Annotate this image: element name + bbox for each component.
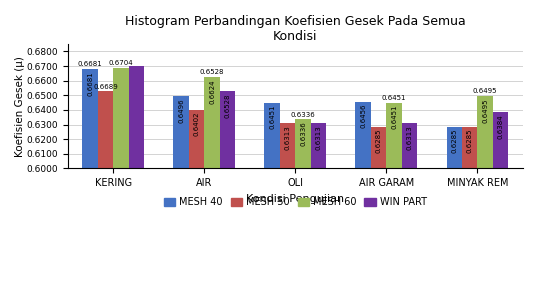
Text: 0.6624: 0.6624 (209, 79, 215, 104)
Text: 0.6451: 0.6451 (391, 105, 397, 129)
Bar (220, 91, 235, 168)
Text: 0.6313: 0.6313 (316, 125, 322, 150)
Bar (447, 127, 462, 168)
Text: 0.6313: 0.6313 (407, 125, 413, 150)
Text: 0.6285: 0.6285 (376, 129, 381, 153)
Text: 0.6681: 0.6681 (87, 71, 93, 96)
Bar (204, 77, 220, 168)
Text: 0.6313: 0.6313 (285, 125, 291, 150)
Bar (264, 103, 280, 168)
Text: 0.6689: 0.6689 (93, 83, 118, 90)
Y-axis label: Koefisien Gesek (μ): Koefisien Gesek (μ) (15, 56, 25, 157)
Text: 0.6451: 0.6451 (382, 95, 406, 101)
Bar (311, 123, 327, 168)
Bar (386, 103, 402, 168)
Text: 0.6285: 0.6285 (451, 129, 457, 153)
Bar (280, 123, 295, 168)
Bar (82, 69, 98, 168)
Text: 0.6495: 0.6495 (473, 88, 498, 94)
Text: 0.6528: 0.6528 (200, 69, 224, 76)
Text: 0.6285: 0.6285 (467, 129, 473, 153)
Text: 0.6336: 0.6336 (291, 111, 315, 118)
Text: 0.6495: 0.6495 (482, 98, 488, 123)
Text: 0.6456: 0.6456 (360, 104, 366, 128)
Bar (462, 127, 477, 168)
Bar (98, 91, 114, 168)
Bar (477, 96, 493, 168)
Bar (129, 66, 144, 168)
Bar (114, 68, 129, 168)
Title: Histogram Perbandingan Koefisien Gesek Pada Semua
Kondisi: Histogram Perbandingan Koefisien Gesek P… (125, 15, 466, 43)
Bar (371, 127, 386, 168)
Bar (189, 110, 204, 168)
Text: 0.6681: 0.6681 (77, 61, 102, 67)
Bar (356, 102, 371, 168)
Legend: MESH 40, MESH 50, MESH 60, WIN PART: MESH 40, MESH 50, MESH 60, WIN PART (160, 193, 431, 211)
X-axis label: Kondisi Pengujian: Kondisi Pengujian (246, 194, 344, 204)
Text: 0.6496: 0.6496 (178, 98, 184, 123)
Bar (173, 96, 189, 168)
Bar (493, 112, 508, 168)
Bar (402, 123, 417, 168)
Text: 0.6704: 0.6704 (109, 60, 133, 66)
Text: 0.6336: 0.6336 (300, 121, 306, 146)
Text: 0.6451: 0.6451 (269, 105, 275, 129)
Text: 0.6528: 0.6528 (224, 93, 231, 118)
Text: 0.6384: 0.6384 (498, 114, 504, 139)
Bar (295, 119, 311, 168)
Text: 0.6402: 0.6402 (194, 112, 200, 136)
